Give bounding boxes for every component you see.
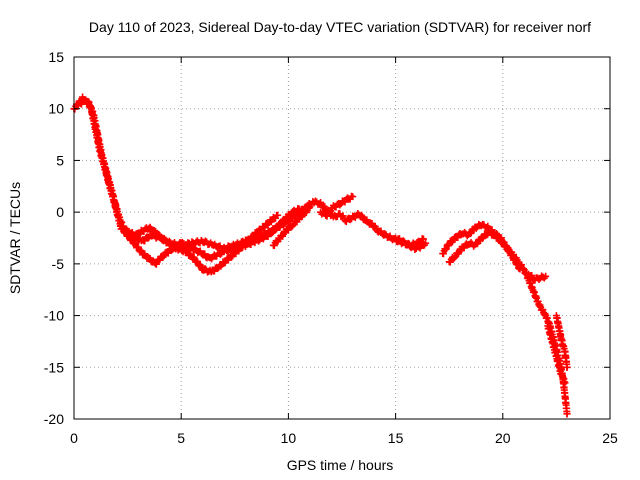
data-point — [451, 254, 459, 262]
data-point — [399, 237, 407, 245]
y-tick-label: -15 — [44, 359, 64, 375]
data-point — [262, 231, 270, 239]
data-point — [498, 238, 506, 246]
x-axis-label: GPS time / hours — [287, 457, 394, 473]
y-tick-label: 5 — [56, 152, 64, 168]
data-point — [535, 276, 543, 284]
data-point — [201, 265, 209, 273]
tick-layer: 0 5 10 15 20 25 15 10 5 0 -5 -10 -15 -20 — [44, 49, 618, 446]
data-point — [298, 212, 306, 220]
data-point — [280, 221, 288, 229]
data-point — [216, 250, 224, 258]
y-tick-label: -20 — [44, 411, 64, 427]
data-point — [228, 253, 236, 261]
data-point — [196, 261, 204, 269]
chart-title: Day 110 of 2023, Sidereal Day-to-day VTE… — [89, 19, 591, 35]
data-point — [183, 247, 191, 255]
x-tick-label: 20 — [495, 430, 511, 446]
plot-frame — [73, 56, 611, 420]
x-tick-label: 15 — [388, 430, 404, 446]
y-tick-label: -5 — [52, 256, 65, 272]
y-tick-label: 10 — [48, 101, 64, 117]
data-point — [336, 201, 344, 209]
y-tick-label: -10 — [44, 308, 64, 324]
y-axis-label: SDTVAR / TECUs — [7, 182, 23, 294]
data-point — [137, 246, 145, 254]
y-tick-label: 0 — [56, 204, 64, 220]
data-point — [165, 237, 173, 245]
x-tick-label: 0 — [70, 430, 78, 446]
data-point — [381, 230, 389, 238]
x-tick-label: 25 — [602, 430, 618, 446]
data-point — [419, 235, 427, 243]
data-point — [563, 363, 571, 371]
data-points-layer — [70, 93, 571, 418]
data-point — [274, 211, 282, 219]
data-point — [422, 239, 430, 247]
data-point — [349, 193, 357, 201]
data-point — [542, 272, 550, 280]
y-tick-label: 15 — [48, 49, 64, 65]
data-point — [563, 410, 571, 418]
data-point — [346, 216, 354, 224]
x-tick-label: 10 — [281, 430, 297, 446]
data-point — [357, 211, 365, 219]
x-tick-label: 5 — [177, 430, 185, 446]
data-point — [561, 379, 569, 387]
